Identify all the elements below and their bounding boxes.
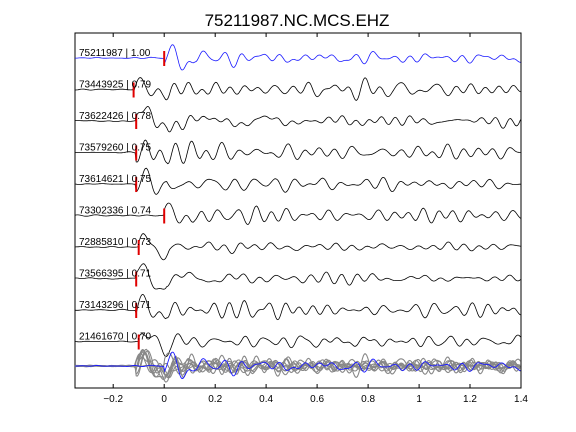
stack-line [74, 352, 521, 379]
x-axis: −0.2 0 0.2 0.4 0.6 0.8 1 1.2 1.4 [103, 33, 528, 405]
trace-line-75211987 [75, 44, 521, 71]
x-tick-label: 0.4 [259, 394, 273, 405]
x-tick-label: 0 [161, 394, 167, 405]
x-tick-label: 0.6 [310, 394, 324, 405]
trace-label-73443925: 73443925 | 0.79 [79, 80, 152, 91]
trace-label-73579260: 73579260 | 0.75 [79, 143, 152, 154]
trace-line-73614621 [74, 167, 521, 195]
trace-label-73143296: 73143296 | 0.71 [79, 300, 152, 311]
trace-line-73143296 [74, 293, 521, 321]
trace-label-73302336: 73302336 | 0.74 [79, 206, 152, 217]
trace-line-73566395 [75, 263, 521, 290]
x-tick-label: 1 [416, 394, 422, 405]
traces-layer: 75211987 | 1.00 73443925 | 0.79 73622426 |… [74, 44, 521, 358]
trace-label-72885810: 72885810 | 0.73 [79, 237, 152, 248]
x-tick-label: 1.4 [514, 394, 528, 405]
trace-label-75211987: 75211987 | 1.00 [79, 48, 151, 59]
trace-label-73614621: 73614621 | 0.75 [79, 174, 152, 185]
trace-line-72885810 [74, 233, 521, 261]
stack-line [74, 350, 522, 379]
trace-line-73443925 [75, 77, 521, 101]
x-tick-label: 0.2 [208, 394, 222, 405]
plot-area-frame [74, 32, 522, 389]
trace-line-73579260 [74, 139, 521, 165]
trace-label-21461670: 21461670 | 0.70 [79, 332, 152, 343]
stack-line [75, 352, 521, 379]
trace-label-73622426: 73622426 | 0.78 [79, 111, 152, 122]
trace-label-73566395: 73566395 | 0.71 [79, 269, 152, 280]
x-tick-label: 0.8 [361, 394, 375, 405]
trace-line-73302336 [74, 202, 521, 225]
overlay-stack-panel [74, 348, 522, 383]
x-tick-label: 1.2 [463, 394, 477, 405]
x-tick-label: −0.2 [103, 394, 123, 405]
trace-line-73622426 [74, 106, 521, 133]
chart-title: 75211987.NC.MCS.EHZ [205, 11, 390, 30]
stack-line [75, 351, 521, 380]
trace-line-21461670 [74, 333, 521, 358]
stack-line [74, 348, 521, 378]
